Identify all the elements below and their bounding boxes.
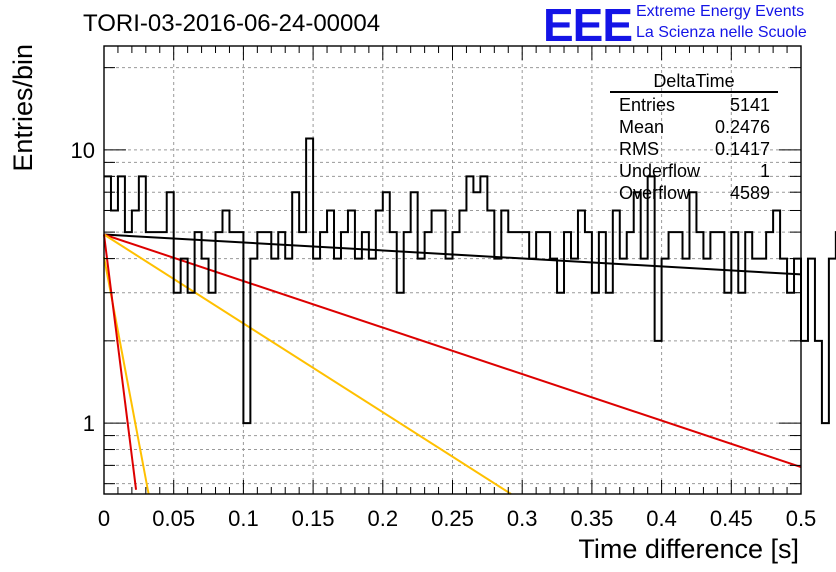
x-tick-label: 0.3 xyxy=(507,506,538,531)
y-tick-label: 10 xyxy=(71,138,95,163)
y-axis-label: Entries/bin xyxy=(8,44,38,172)
fit-line xyxy=(103,233,802,469)
x-axis-label: Time difference [s] xyxy=(578,534,799,564)
x-tick-label: 0.35 xyxy=(570,506,613,531)
x-tick-label: 0.2 xyxy=(368,506,399,531)
stats-value: 1 xyxy=(760,161,770,181)
eee-logo: EEE xyxy=(543,0,633,51)
histogram xyxy=(104,137,836,425)
x-tick-label: 0.15 xyxy=(292,506,335,531)
stats-value: 0.2476 xyxy=(715,117,770,137)
stats-value: 4589 xyxy=(730,183,770,203)
x-tick-label: 0.1 xyxy=(228,506,259,531)
x-tick-label: 0.05 xyxy=(152,506,195,531)
fit-line xyxy=(103,233,512,495)
stats-value: 0.1417 xyxy=(715,139,770,159)
x-tick-label: 0 xyxy=(98,506,110,531)
x-tick-label: 0.5 xyxy=(786,506,817,531)
logo-text-line2: La Scienza nelle Scuole xyxy=(636,24,807,41)
stats-box: DeltaTime Entries 5141 Mean 0.2476 RMS 0.1417… xyxy=(610,71,778,203)
stats-label: RMS xyxy=(619,139,659,159)
fit-line xyxy=(103,234,138,490)
stats-label: Overflow xyxy=(619,183,691,203)
axis-ticks xyxy=(103,46,802,494)
stats-label: Underflow xyxy=(619,161,701,181)
stats-label: Mean xyxy=(619,117,664,137)
grid xyxy=(104,46,801,494)
logo-text-line1: Extreme Energy Events xyxy=(636,3,805,20)
tick-labels: 0 0.05 0.1 0.15 0.2 0.25 0.3 0.35 0.4 0.45 0.5 1 10 xyxy=(71,138,817,531)
stats-title: DeltaTime xyxy=(653,71,734,91)
y-tick-label: 1 xyxy=(83,411,95,436)
x-tick-label: 0.45 xyxy=(710,506,753,531)
x-tick-label: 0.25 xyxy=(431,506,474,531)
stats-label: Entries xyxy=(619,95,675,115)
stats-value: 5141 xyxy=(730,95,770,115)
page-title: TORI-03-2016-06-24-00004 xyxy=(83,10,381,37)
x-tick-label: 0.4 xyxy=(646,506,677,531)
